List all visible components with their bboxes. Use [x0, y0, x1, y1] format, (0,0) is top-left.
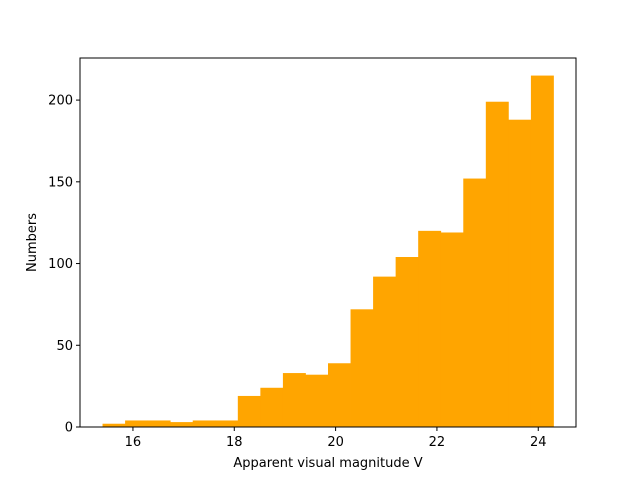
bars-group: [102, 75, 554, 428]
x-tick-label: 16: [125, 435, 142, 450]
y-axis-label: Numbers: [25, 213, 40, 272]
histogram-bar: [463, 178, 487, 427]
histogram-bar: [282, 373, 306, 427]
y-tick-label: 100: [48, 257, 73, 272]
histogram-bar: [485, 101, 509, 428]
x-tick-label: 20: [327, 435, 344, 450]
x-ticks: 16 18 20 22 24: [125, 427, 547, 450]
histogram-bar: [237, 395, 261, 427]
x-tick-label: 18: [226, 435, 243, 450]
y-tick-label: 0: [65, 421, 73, 436]
histogram-bar: [350, 309, 374, 427]
y-ticks: 0 50 100 150 200: [48, 94, 80, 436]
histogram-bar: [373, 276, 397, 427]
histogram-bar: [215, 420, 239, 427]
histogram-bar: [418, 230, 442, 427]
histogram-bar: [192, 420, 216, 427]
y-tick-label: 50: [56, 339, 73, 354]
histogram-bar: [530, 75, 554, 428]
histogram-bar: [147, 420, 171, 427]
histogram-bar: [508, 119, 532, 427]
histogram-bar: [395, 257, 419, 427]
histogram-bar: [260, 387, 284, 427]
histogram-bar: [440, 232, 464, 427]
y-tick-label: 200: [48, 94, 73, 109]
histogram-bar: [102, 423, 126, 427]
y-tick-label: 150: [48, 175, 73, 190]
x-tick-label: 24: [530, 435, 547, 450]
x-tick-label: 22: [429, 435, 446, 450]
histogram-bar: [305, 374, 329, 427]
histogram-bar: [170, 422, 194, 427]
axes-frame: [79, 57, 577, 428]
x-axis-label: Apparent visual magnitude V: [233, 456, 422, 471]
histogram-bar: [328, 363, 351, 427]
histogram-bar: [125, 420, 149, 427]
